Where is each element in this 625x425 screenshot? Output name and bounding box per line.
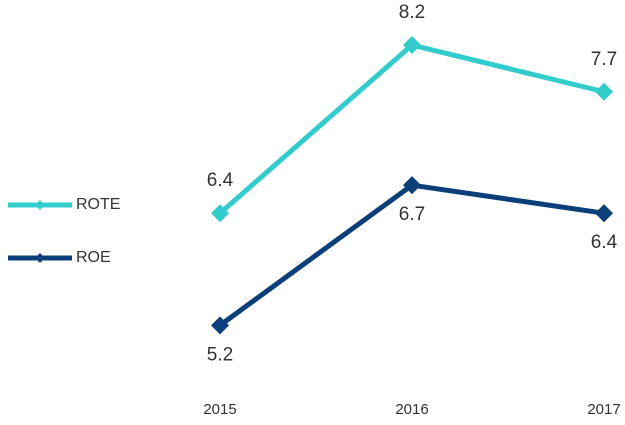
data-label: 6.4 [591,232,618,253]
x-tick-label: 2015 [203,401,236,418]
legend-marker [35,253,45,263]
data-label: 7.7 [591,49,617,70]
point-marker [595,204,613,223]
data-label: 6.7 [399,204,425,225]
point-marker [403,36,421,55]
point-marker [595,82,613,101]
legend-label: ROTE [76,196,120,213]
point-marker [211,204,229,223]
data-label: 8.2 [399,2,425,23]
x-tick-label: 2017 [587,401,620,418]
point-marker [403,176,421,195]
data-label: 5.2 [207,344,233,365]
x-tick-label: 2016 [395,401,428,418]
legend-marker [35,200,45,210]
point-marker [211,316,229,335]
data-label: 6.4 [207,170,234,191]
legend-label: ROE [76,249,111,266]
